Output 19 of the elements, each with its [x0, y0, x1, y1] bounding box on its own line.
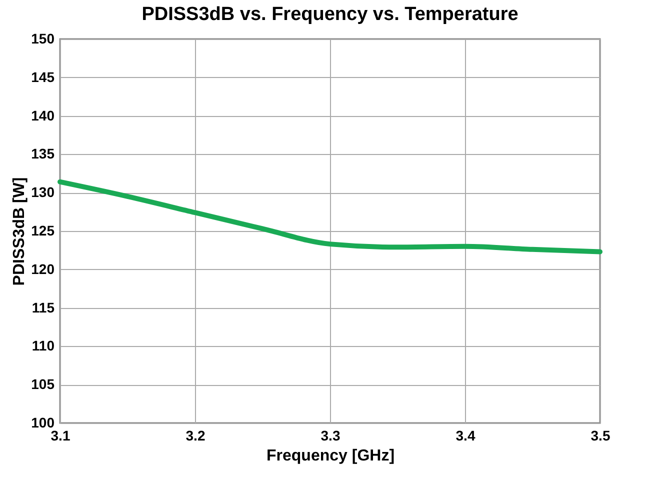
y-tick-label: 100	[31, 414, 55, 430]
x-tick-label: 3.5	[590, 428, 610, 444]
x-tick-label: 3.2	[186, 428, 206, 444]
y-tick-label: 115	[32, 299, 55, 316]
y-tick-label: 145	[31, 68, 55, 85]
x-axis-title: Frequency [GHz]	[266, 448, 395, 464]
y-tick-label: 120	[31, 260, 55, 277]
y-tick-label: 150	[31, 30, 55, 46]
y-tick-label: 125	[31, 222, 55, 238]
x-tick-label: 3.1	[50, 428, 70, 444]
chart-title: PDISS3dB vs. Frequency vs. Temperature	[142, 4, 518, 25]
y-tick-label: 105	[31, 376, 55, 392]
y-tick-label: 110	[32, 338, 55, 354]
y-axis-title: PDISS3dB [W]	[11, 177, 28, 286]
y-tick-label: 140	[31, 107, 55, 124]
y-tick-label: 135	[31, 146, 55, 162]
y-tick-label: 130	[31, 184, 55, 200]
x-tick-label: 3.3	[320, 428, 340, 444]
x-tick-label: 3.4	[456, 428, 476, 444]
